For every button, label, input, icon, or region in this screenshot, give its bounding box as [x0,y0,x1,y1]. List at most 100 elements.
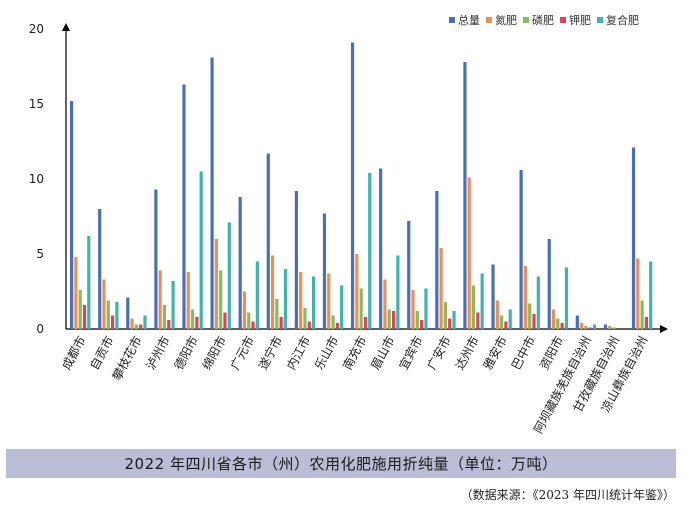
bar [387,309,391,329]
bar [424,288,428,329]
bar [219,270,223,329]
bar [504,321,508,329]
bar [564,267,569,329]
x-tick-label: 广安市 [424,333,454,372]
bar [580,323,584,329]
bar [143,315,147,329]
bar [210,57,214,329]
data-source: （数据来源：《2023 年四川统计年鉴》） [460,488,675,502]
bar [467,177,471,329]
legend-swatch [560,17,566,23]
x-tick-label: 眉山市 [367,333,397,372]
bar [608,326,612,329]
legend-swatch [597,17,603,23]
bar-chart: 05101520成都市自贡市攀枝花市泸州市德阳市绵阳市广元市遂宁市内江市乐山市南… [29,22,668,436]
bar [443,302,448,329]
bar [335,323,339,329]
bar [551,309,556,329]
bar [130,318,134,329]
bar [495,300,499,329]
bar [640,300,644,329]
bar [247,312,251,329]
bar [186,272,190,329]
bar [275,299,279,329]
bar [167,320,171,329]
y-tick-label: 0 [36,322,44,336]
bar [299,272,303,329]
bar [162,305,167,329]
bar [98,209,102,329]
bar [547,239,551,329]
bar [556,318,560,329]
x-tick-label: 内江市 [283,333,313,372]
bar [644,317,649,329]
bar [279,317,283,329]
x-axis-arrow [660,325,668,333]
bar [251,321,255,329]
bar [396,255,400,329]
bar [420,320,424,329]
bar [134,324,138,329]
x-tick-label: 泸州市 [143,333,173,372]
legend-swatch [449,17,455,23]
y-tick-label: 10 [29,172,44,186]
bar [528,303,532,329]
x-tick-label: 宜宾市 [395,333,425,372]
bar [588,327,592,329]
bar [560,323,564,329]
bar [311,276,316,329]
bar [182,84,186,329]
y-tick-label: 15 [29,97,44,111]
caption-bar: 2022 年四川省各市（州）农用化肥施用折纯量（单位：万吨） [6,449,676,478]
bar [584,326,588,329]
bar [322,213,327,329]
bar [82,305,87,329]
bar [603,324,608,329]
legend-entry: 钾肥 [560,12,591,28]
legend-label: 总量 [458,14,480,27]
x-tick-label: 雅安市 [480,333,510,372]
x-tick-label: 资阳市 [536,333,566,372]
bar [592,324,597,329]
bar [649,261,653,329]
bar [238,197,242,329]
bar [283,269,288,329]
bar [500,315,504,329]
x-tick-label: 绵阳市 [199,333,229,372]
bar [340,285,344,329]
legend-swatch [523,17,529,23]
bar [519,170,523,329]
bar [227,222,231,329]
bar [355,254,359,329]
bar [439,248,443,329]
bar [106,300,110,329]
x-tick-label: 成都市 [58,333,88,372]
bar [255,261,259,329]
x-tick-label: 巴中市 [508,333,538,372]
bar [154,189,158,329]
bar [87,236,91,329]
legend-label: 氮肥 [495,14,517,27]
bar [350,42,355,329]
chart-legend: 总量 氮肥 磷肥 钾肥 复合肥 [449,12,639,28]
bar [139,324,143,329]
bar [158,270,162,329]
x-tick-label: 乐山市 [311,333,341,372]
bar [448,318,452,329]
bar [476,312,480,329]
legend-label: 钾肥 [569,14,591,27]
bar [171,281,175,329]
bar [491,264,495,329]
bar [575,315,579,329]
bar [612,327,616,329]
bar [383,279,387,329]
bar [110,315,115,329]
legend-entry: 复合肥 [597,12,639,28]
bar [379,168,383,329]
y-axis-arrow [62,23,70,31]
bar [391,311,396,329]
bar [102,279,106,329]
legend-swatch [486,17,492,23]
bar [463,62,467,329]
bar [480,273,484,329]
